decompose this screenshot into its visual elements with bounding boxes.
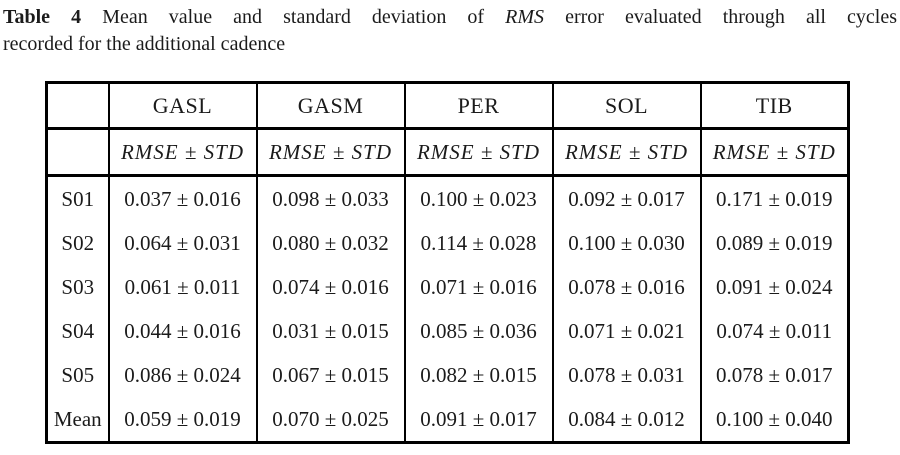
value-cell: 0.171 ± 0.019 [699, 175, 850, 221]
value-cell: 0.044 ± 0.016 [107, 309, 258, 353]
value-cell: 0.071 ± 0.021 [551, 309, 702, 353]
value-cell: 0.074 ± 0.011 [699, 309, 850, 353]
value-cell: 0.091 ± 0.017 [403, 397, 554, 443]
table-row-s03: S03 0.061 ± 0.011 0.074 ± 0.016 0.071 ± … [45, 265, 850, 309]
value-cell: 0.074 ± 0.016 [255, 265, 406, 309]
column-header-sol: SOL [551, 82, 702, 130]
value-cell: 0.084 ± 0.012 [551, 397, 702, 443]
value-cell: 0.098 ± 0.033 [255, 175, 406, 221]
column-header-gasm: GASM [255, 82, 406, 130]
row-label: S04 [45, 309, 110, 353]
value-cell: 0.078 ± 0.031 [551, 353, 702, 397]
table-row-s01: S01 0.037 ± 0.016 0.098 ± 0.033 0.100 ± … [45, 175, 850, 221]
row-label: S05 [45, 353, 110, 397]
table-row-s02: S02 0.064 ± 0.031 0.080 ± 0.032 0.114 ± … [45, 221, 850, 265]
value-cell: 0.114 ± 0.028 [403, 221, 554, 265]
results-table: GASL GASM PER SOL TIB RMSE ± STD RMSE ± … [45, 81, 850, 444]
subheader-row: RMSE ± STD RMSE ± STD RMSE ± STD RMSE ± … [45, 128, 850, 177]
value-cell: 0.061 ± 0.011 [107, 265, 258, 309]
caption-text-before: Mean value and standard deviation of [81, 6, 506, 28]
value-cell: 0.091 ± 0.024 [699, 265, 850, 309]
value-cell: 0.092 ± 0.017 [551, 175, 702, 221]
value-cell: 0.078 ± 0.016 [551, 265, 702, 309]
value-cell: 0.031 ± 0.015 [255, 309, 406, 353]
row-label: S01 [45, 175, 110, 221]
value-cell: 0.082 ± 0.015 [403, 353, 554, 397]
corner-cell [45, 82, 110, 130]
value-cell: 0.078 ± 0.017 [699, 353, 850, 397]
caption-table-number: Table 4 [3, 6, 82, 28]
value-cell: 0.100 ± 0.023 [403, 175, 554, 221]
value-cell: 0.086 ± 0.024 [107, 353, 258, 397]
caption-line-1: Table 4 Mean value and standard deviatio… [3, 4, 897, 31]
value-cell: 0.100 ± 0.040 [699, 397, 850, 443]
header-row: GASL GASM PER SOL TIB [45, 82, 850, 130]
column-header-tib: TIB [699, 82, 850, 130]
column-header-per: PER [403, 82, 554, 130]
value-cell: 0.080 ± 0.032 [255, 221, 406, 265]
column-header-gasl: GASL [107, 82, 258, 130]
value-cell: 0.067 ± 0.015 [255, 353, 406, 397]
value-cell: 0.085 ± 0.036 [403, 309, 554, 353]
subheader-cell: RMSE ± STD [403, 128, 554, 177]
corner-cell [45, 128, 110, 177]
subheader-cell: RMSE ± STD [107, 128, 258, 177]
results-table-container: GASL GASM PER SOL TIB RMSE ± STD RMSE ± … [45, 81, 850, 444]
table-row-s05: S05 0.086 ± 0.024 0.067 ± 0.015 0.082 ± … [45, 353, 850, 397]
table-row-s04: S04 0.044 ± 0.016 0.031 ± 0.015 0.085 ± … [45, 309, 850, 353]
value-cell: 0.064 ± 0.031 [107, 221, 258, 265]
value-cell: 0.059 ± 0.019 [107, 397, 258, 443]
row-label: S02 [45, 221, 110, 265]
subheader-cell: RMSE ± STD [551, 128, 702, 177]
row-label: S03 [45, 265, 110, 309]
value-cell: 0.089 ± 0.019 [699, 221, 850, 265]
table-row-mean: Mean 0.059 ± 0.019 0.070 ± 0.025 0.091 ±… [45, 397, 850, 443]
caption-line-2: recorded for the additional cadence [3, 33, 286, 55]
caption-italic-term: RMS [505, 6, 545, 28]
value-cell: 0.071 ± 0.016 [403, 265, 554, 309]
value-cell: 0.070 ± 0.025 [255, 397, 406, 443]
row-label: Mean [45, 397, 110, 443]
subheader-cell: RMSE ± STD [255, 128, 406, 177]
caption-text-after: error evaluated through all cycles [544, 6, 898, 28]
subheader-cell: RMSE ± STD [699, 128, 850, 177]
table-caption: Table 4 Mean value and standard deviatio… [3, 4, 897, 58]
value-cell: 0.037 ± 0.016 [107, 175, 258, 221]
value-cell: 0.100 ± 0.030 [551, 221, 702, 265]
